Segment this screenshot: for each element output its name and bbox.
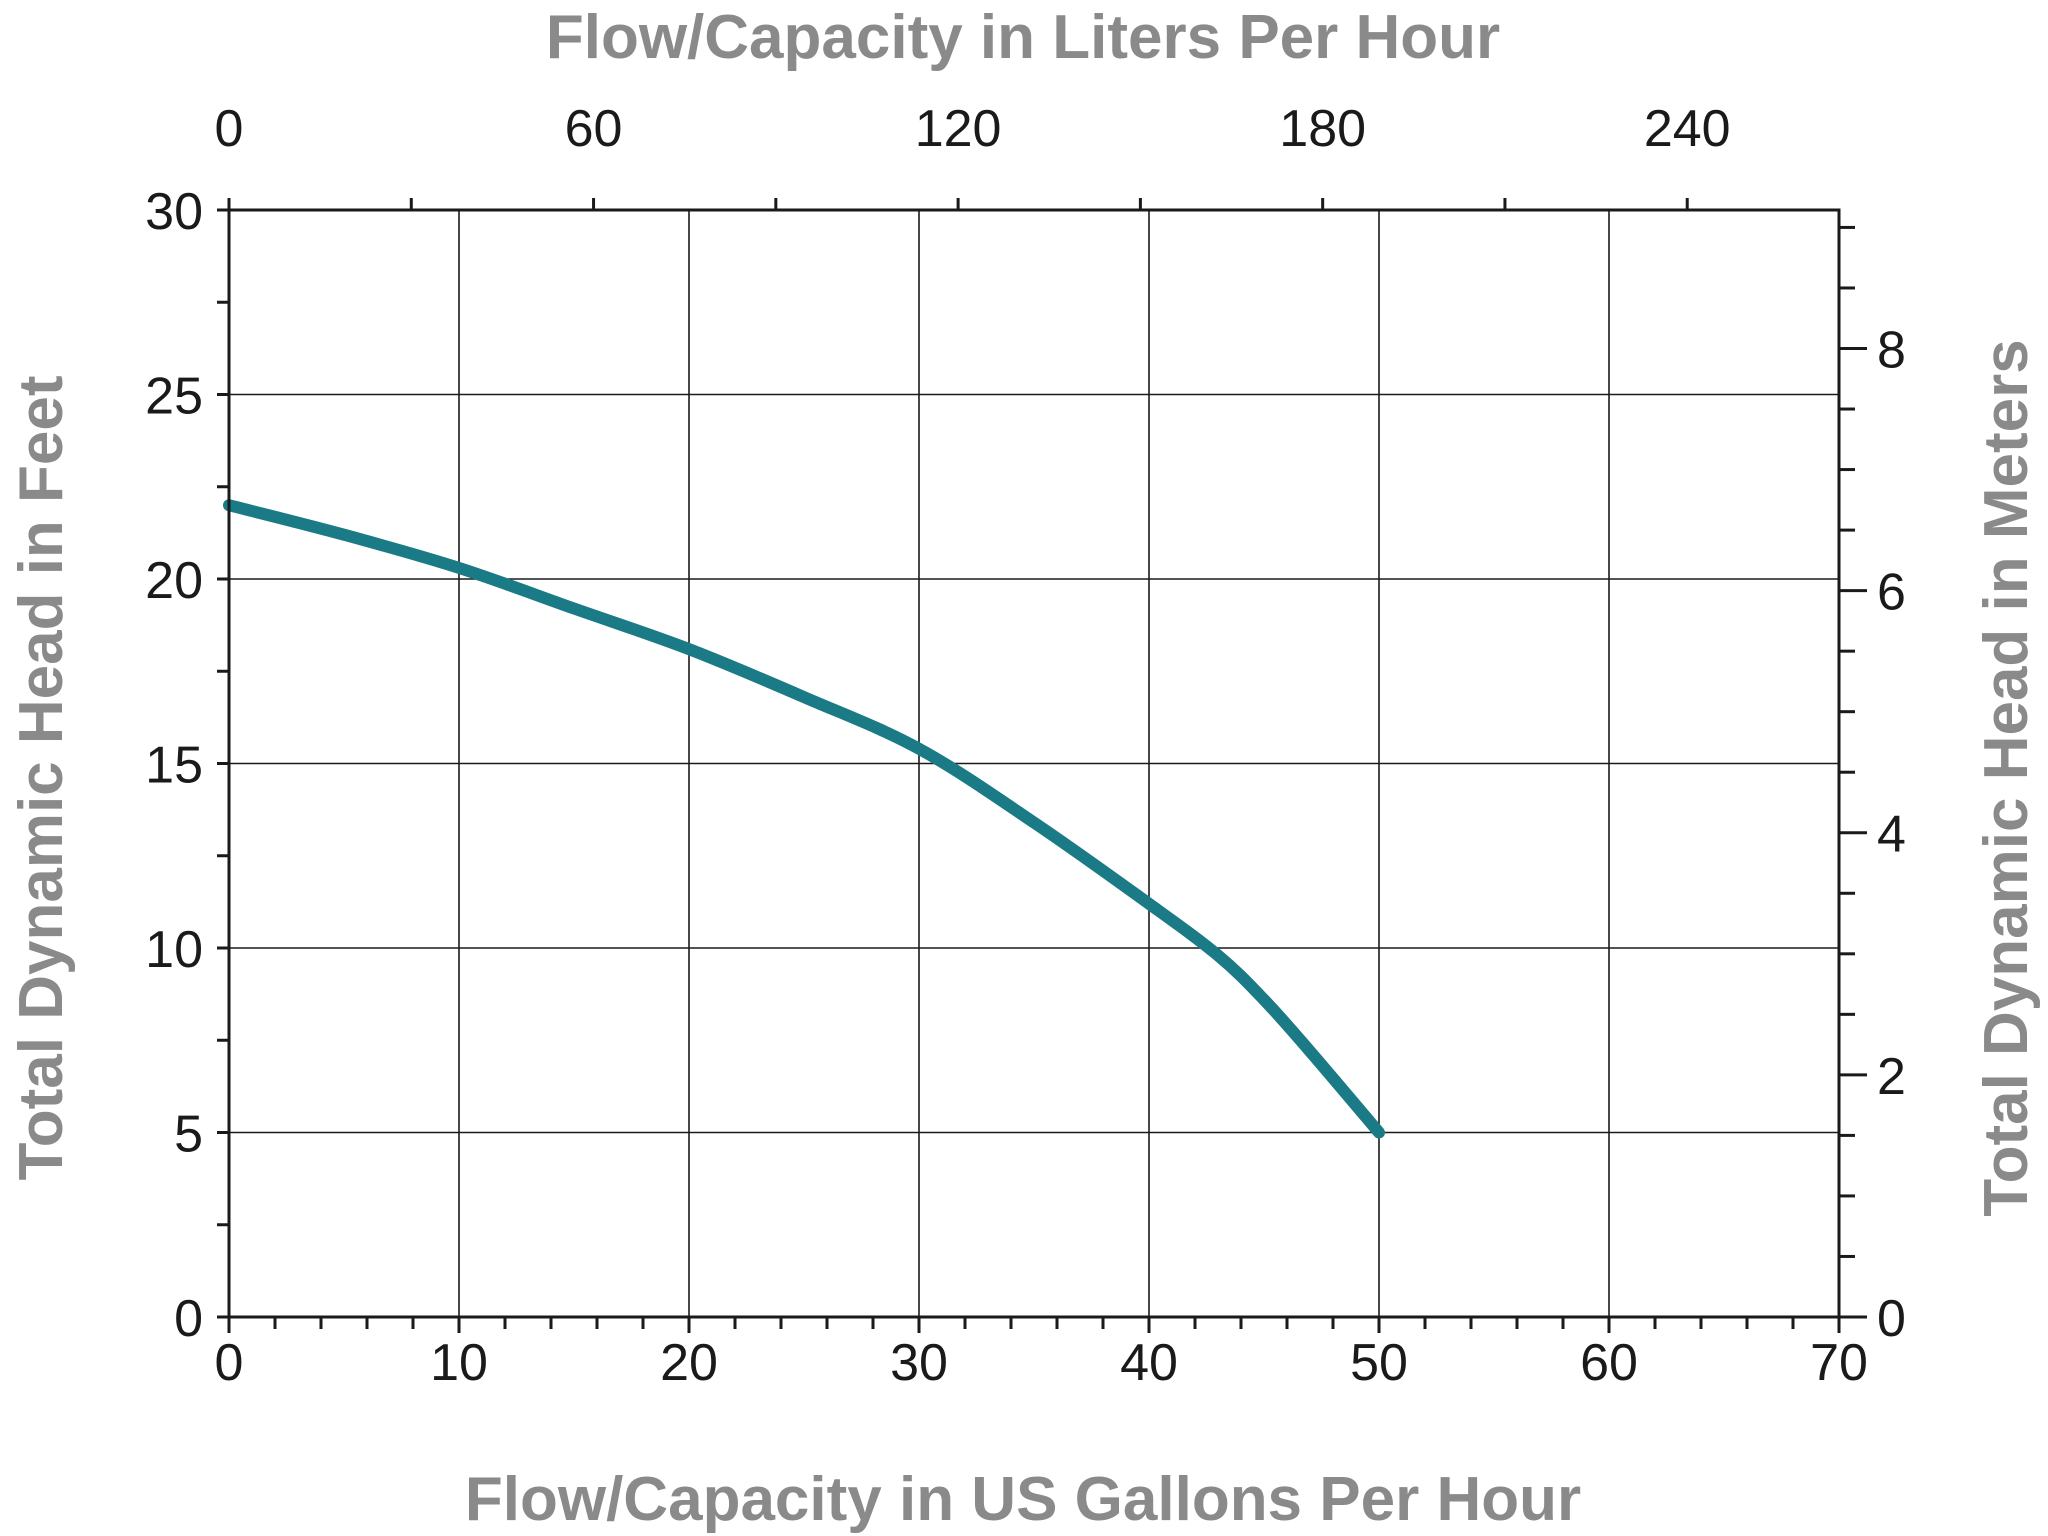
grid-lines: [229, 210, 1839, 1317]
y-tick-label: 10: [145, 921, 203, 979]
y-tick-label: 20: [145, 552, 203, 610]
x-tick-label: 40: [1120, 1334, 1178, 1392]
x2-tick-label: 240: [1644, 100, 1731, 158]
y2-tick-label: 6: [1877, 564, 1906, 622]
x-tick-label: 70: [1810, 1334, 1868, 1392]
y-tick-label: 25: [145, 368, 203, 426]
x-tick-label: 30: [890, 1334, 948, 1392]
y-tick-label: 15: [145, 737, 203, 795]
x-tick-label: 0: [215, 1334, 244, 1392]
y-tick-label: 0: [174, 1290, 203, 1348]
plot-frame: [227, 208, 1841, 1319]
x2-tick-label: 120: [915, 100, 1002, 158]
x2-tick-label: 60: [565, 100, 623, 158]
y2-tick-label: 2: [1877, 1048, 1906, 1106]
x2-tick-label: 0: [215, 100, 244, 158]
y-tick-label: 30: [145, 183, 203, 241]
y2-tick-label: 0: [1877, 1290, 1906, 1348]
x-tick-label: 60: [1580, 1334, 1638, 1392]
x-axis-title: Flow/Capacity in US Gallons Per Hour: [465, 1465, 1581, 1534]
y-axis-title: Total Dynamic Head in Feet: [7, 375, 76, 1180]
x-tick-label: 10: [430, 1334, 488, 1392]
x2-tick-label: 180: [1279, 100, 1366, 158]
x2-axis-title: Flow/Capacity in Liters Per Hour: [546, 3, 1500, 72]
series-layer: [223, 499, 1385, 1139]
y2-tick-label: 4: [1877, 806, 1906, 864]
series-line-0: [223, 499, 1385, 1139]
y-tick-label: 5: [174, 1106, 203, 1164]
minor-ticks: [217, 198, 1867, 1333]
y2-tick-label: 8: [1877, 321, 1906, 379]
x-tick-label: 20: [660, 1334, 718, 1392]
x-tick-label: 50: [1350, 1334, 1408, 1392]
y2-axis-title: Total Dynamic Head in Meters: [1972, 339, 2041, 1216]
